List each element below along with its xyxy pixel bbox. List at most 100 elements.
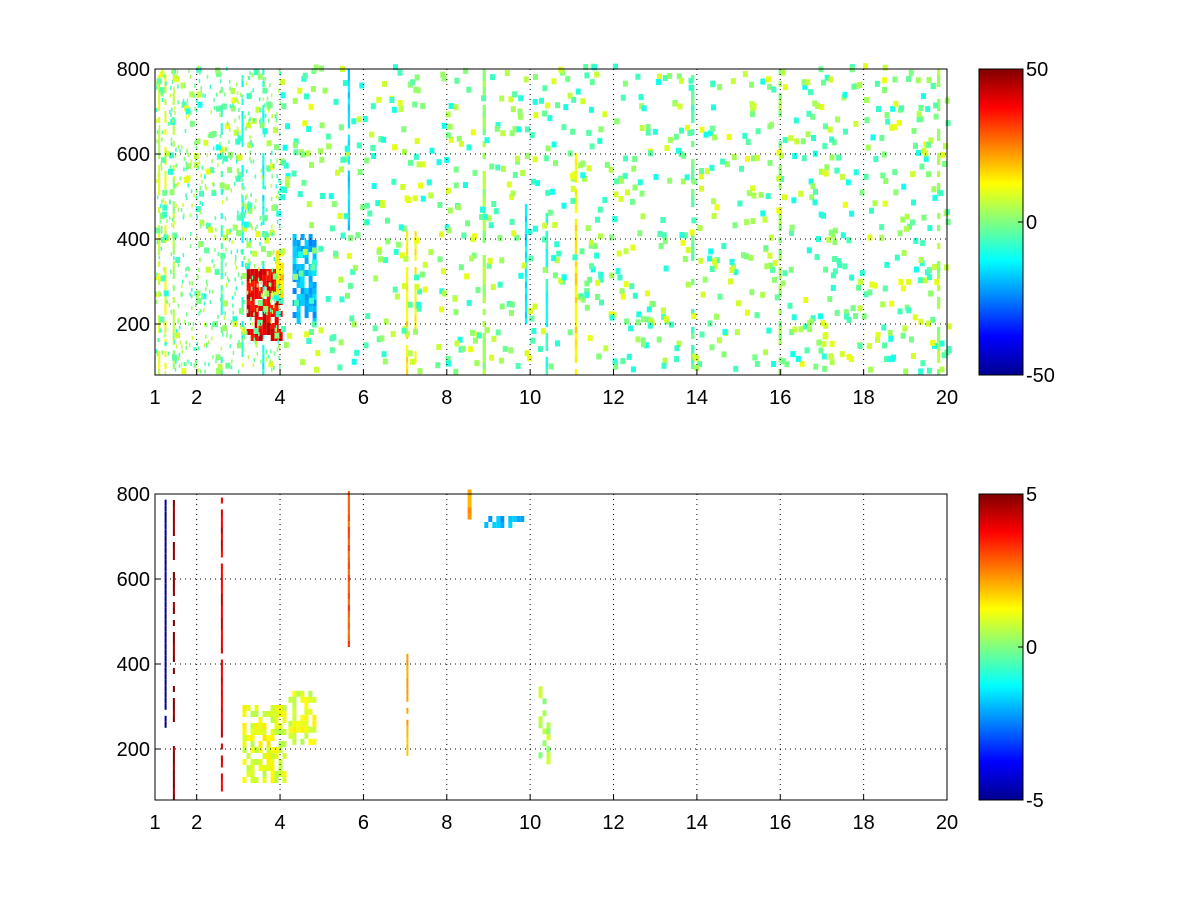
heatmap-cell: [937, 159, 941, 165]
heatmap-cell: [812, 100, 818, 107]
heatmap-cell: [270, 196, 273, 201]
heatmap-cell: [200, 369, 202, 374]
heatmap-cell: [691, 313, 697, 320]
heatmap-cell: [828, 353, 834, 360]
heatmap-cell: [219, 89, 221, 94]
heatmap-cell: [482, 201, 486, 207]
heatmap-cell: [863, 291, 869, 298]
heatmap-cell: [199, 186, 202, 190]
heatmap-cell: [287, 332, 293, 339]
heatmap-cell: [264, 185, 266, 190]
x-tick-label: 8: [441, 387, 452, 409]
heatmap-cell: [185, 267, 187, 272]
heatmap-cell: [164, 565, 167, 572]
heatmap-cell: [237, 100, 239, 105]
heatmap-cell: [937, 225, 941, 231]
heatmap-cell: [222, 160, 224, 165]
heatmap-cell: [448, 103, 454, 109]
heatmap-cell: [279, 292, 284, 299]
heatmap-cell: [691, 129, 695, 135]
x-tick-label: 2: [191, 387, 202, 409]
heatmap-cell: [915, 149, 921, 156]
heatmap-cell: [920, 360, 926, 367]
heatmap-cell: [302, 120, 308, 127]
heatmap-cell: [172, 668, 175, 674]
heatmap-cell: [164, 583, 167, 590]
heatmap-cell: [185, 340, 187, 345]
heatmap-cell: [864, 97, 869, 103]
heatmap-cell: [776, 175, 782, 182]
heatmap-cell: [414, 138, 420, 145]
heatmap-cell: [347, 170, 350, 177]
heatmap-cell: [211, 259, 214, 264]
heatmap-cell: [828, 76, 834, 83]
heatmap-cell: [482, 75, 486, 81]
heatmap-cell: [164, 529, 167, 536]
heatmap-cell: [945, 120, 951, 127]
heatmap-cell: [597, 206, 603, 213]
heatmap-cell: [220, 87, 223, 93]
heatmap-cell: [882, 342, 887, 349]
heatmap-cell: [194, 157, 197, 162]
heatmap-cell: [172, 506, 175, 512]
heatmap-cell: [271, 290, 273, 295]
heatmap-cell: [159, 292, 162, 297]
heatmap-cell: [200, 173, 202, 178]
heatmap-cell: [347, 182, 350, 189]
heatmap-cell: [609, 314, 615, 321]
heatmap-cell: [161, 98, 164, 102]
heatmap-cell: [261, 261, 263, 265]
heatmap-cell: [231, 359, 233, 364]
heatmap-cell: [158, 255, 161, 260]
heatmap-cell: [832, 268, 838, 275]
heatmap-cell: [304, 714, 309, 721]
heatmap-cell: [228, 79, 231, 84]
heatmap-cell: [393, 64, 398, 71]
heatmap-cell: [251, 286, 253, 291]
heatmap-cell: [262, 195, 265, 201]
heatmap-cell: [242, 186, 244, 190]
heatmap-cell: [598, 271, 604, 278]
heatmap-cell: [262, 171, 265, 177]
heatmap-cell: [901, 250, 907, 256]
heatmap-cell: [879, 234, 885, 241]
heatmap-cell: [420, 161, 426, 168]
heatmap-cell: [830, 272, 836, 279]
heatmap-cell: [231, 97, 237, 104]
heatmap-cell: [465, 220, 471, 227]
heatmap-cell: [199, 210, 202, 215]
heatmap-cell: [224, 272, 227, 276]
heatmap-cell: [328, 193, 334, 200]
heatmap-cell: [396, 241, 401, 248]
heatmap-cell: [798, 326, 804, 333]
heatmap-cell: [787, 302, 793, 309]
heatmap-cell: [172, 249, 175, 255]
heatmap-cell: [308, 246, 313, 252]
heatmap-cell: [691, 249, 695, 255]
heatmap-cell: [256, 341, 258, 346]
heatmap-cell: [524, 204, 527, 210]
heatmap-cell: [347, 587, 350, 593]
heatmap-cell: [164, 637, 167, 644]
heatmap-cell: [318, 327, 324, 334]
heatmap-cell: [266, 329, 271, 335]
heatmap-cell: [570, 185, 576, 192]
heatmap-cell: [798, 190, 804, 197]
heatmap-cell: [293, 273, 298, 280]
heatmap-cell: [230, 105, 236, 112]
heatmap-cell: [164, 643, 167, 650]
heatmap-cell: [300, 738, 305, 745]
heatmap-cell: [401, 283, 407, 290]
heatmap-cell: [274, 771, 279, 777]
heatmap-cell: [237, 272, 240, 277]
heatmap-cell: [463, 67, 469, 74]
heatmap-cell: [246, 705, 251, 711]
heatmap-cell: [538, 716, 543, 723]
heatmap-cell: [270, 166, 272, 171]
heatmap-cell: [943, 143, 948, 150]
heatmap-cell: [406, 731, 409, 738]
heatmap-cell: [242, 201, 245, 206]
heatmap-cell: [270, 747, 275, 753]
heatmap-cell: [788, 266, 794, 273]
heatmap-cell: [268, 282, 271, 287]
